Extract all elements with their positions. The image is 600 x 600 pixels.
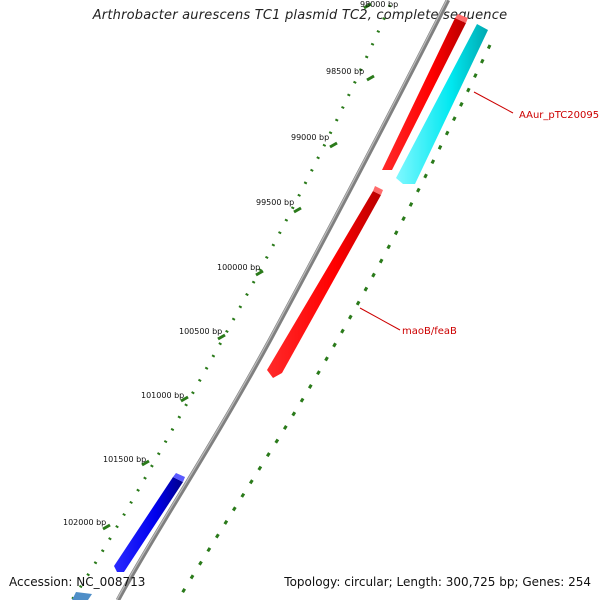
- ruler-major-tick-4: [255, 269, 264, 277]
- inner-ruler-ticks: [176, 44, 492, 600]
- tick-label-100500: 100500 bp: [179, 327, 222, 336]
- tick-label-101000: 101000 bp: [141, 391, 184, 400]
- gene-arrow-blue: [114, 477, 183, 572]
- ruler-major-tick-1: [366, 74, 375, 82]
- map-title: Arthrobacter aurescens TC1 plasmid TC2, …: [92, 8, 508, 23]
- tick-label-100000: 100000 bp: [217, 263, 260, 272]
- ruler-major-tick-2: [329, 141, 338, 149]
- backbone-arc: [116, 0, 451, 600]
- tick-label-98500: 98500 bp: [326, 67, 364, 76]
- gene-arrow-red-maob: [267, 191, 381, 378]
- gene-label-maob-feab: maoB/feaB: [402, 326, 457, 337]
- gene-arrow-steel: [72, 592, 92, 600]
- tick-label-99000: 99000 bp: [291, 133, 329, 142]
- topology-summary: Topology: circular; Length: 300,725 bp; …: [284, 575, 591, 589]
- ruler-major-tick-0: [363, 2, 372, 10]
- tick-label-99500: 99500 bp: [256, 198, 294, 207]
- ruler-major-ticks: [102, 2, 375, 531]
- ruler-major-tick-5: [217, 333, 226, 341]
- gene-arrow-red-maob-edge: [373, 186, 383, 195]
- gene-arrow-cyan: [396, 24, 488, 184]
- ruler-major-tick-6: [180, 395, 189, 403]
- ruler-major-tick-7: [141, 459, 150, 467]
- gene-arrow-blue-edge: [173, 473, 185, 482]
- backbone-arc-highlight: [116, 0, 448, 600]
- accession-text: Accession: NC_008713: [9, 575, 146, 589]
- label-leader-aaur: [473, 91, 514, 114]
- label-leader-maob: [359, 307, 401, 331]
- gene-arrow-red-upper: [382, 18, 466, 170]
- gene-arrow-red-upper-edge: [455, 14, 468, 23]
- ruler-ticks: [70, 4, 392, 600]
- tick-label-102000: 102000 bp: [63, 518, 106, 527]
- ruler-major-tick-8: [102, 523, 111, 531]
- ruler-major-tick-3: [293, 206, 302, 214]
- gene-label-aaur-ptc20095: AAur_pTC20095: [519, 110, 599, 121]
- tick-label-98000: 98000 bp: [360, 0, 398, 9]
- tick-label-101500: 101500 bp: [103, 455, 146, 464]
